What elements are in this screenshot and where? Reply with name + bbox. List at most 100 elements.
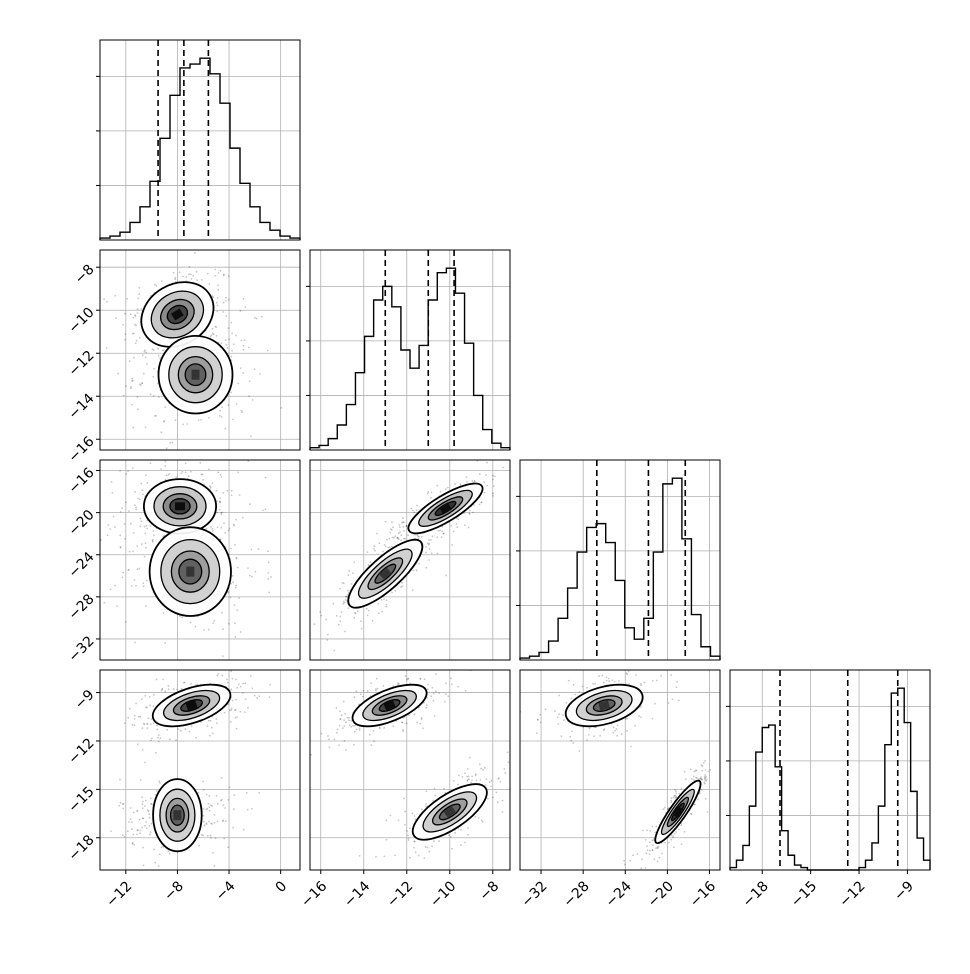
scatter-point xyxy=(668,841,670,844)
scatter-point xyxy=(211,530,214,532)
scatter-point xyxy=(127,510,130,512)
scatter-point xyxy=(219,501,222,504)
scatter-point xyxy=(655,825,658,828)
scatter-point xyxy=(140,543,143,546)
scatter-point xyxy=(626,673,629,676)
scatter-point xyxy=(371,619,374,622)
scatter-point xyxy=(184,462,187,465)
scatter-point xyxy=(672,796,675,799)
scatter-point xyxy=(502,466,504,469)
scatter-point xyxy=(465,481,468,483)
scatter-point xyxy=(143,525,146,528)
scatter-point xyxy=(672,836,674,839)
scatter-point xyxy=(697,798,699,801)
scatter-point xyxy=(348,569,351,572)
scatter-point xyxy=(333,738,336,741)
scatter-point xyxy=(150,803,153,805)
scatter-point xyxy=(618,680,620,682)
scatter-point xyxy=(145,546,147,549)
scatter-point xyxy=(207,719,210,722)
hist-panel-0 xyxy=(96,39,301,241)
scatter-point xyxy=(188,730,191,733)
scatter-point xyxy=(690,813,693,815)
scatter-point xyxy=(141,382,143,385)
pair-panel-frame xyxy=(309,669,511,871)
scatter-point xyxy=(408,714,410,717)
scatter-point xyxy=(140,307,143,310)
scatter-point xyxy=(145,524,148,527)
scatter-point xyxy=(652,839,655,841)
scatter-point xyxy=(230,709,233,711)
scatter-point xyxy=(140,482,143,485)
scatter-point xyxy=(229,721,232,723)
scatter-point xyxy=(466,779,469,782)
scatter-point xyxy=(132,833,135,836)
scatter-point xyxy=(224,427,227,430)
scatter-point xyxy=(482,768,484,771)
scatter-point xyxy=(244,698,247,700)
scatter-point xyxy=(706,811,709,813)
scatter-point xyxy=(510,785,512,787)
scatter-point xyxy=(675,790,677,793)
scatter-point xyxy=(119,545,122,548)
scatter-point xyxy=(218,500,221,503)
scatter-point xyxy=(175,688,178,691)
density-core xyxy=(171,308,184,321)
scatter-point xyxy=(455,523,458,526)
scatter-point xyxy=(180,472,183,475)
scatter-point xyxy=(646,849,649,851)
scatter-point xyxy=(616,734,618,737)
scatter-point xyxy=(298,666,300,668)
scatter-point xyxy=(452,779,455,782)
scatter-point xyxy=(247,460,250,462)
scatter-point xyxy=(216,297,219,299)
scatter-point xyxy=(227,404,230,407)
scatter-point xyxy=(657,845,660,848)
scatter-point xyxy=(219,501,222,503)
scatter-point xyxy=(340,714,343,717)
scatter-point xyxy=(451,544,454,546)
scatter-point xyxy=(683,770,686,773)
scatter-point xyxy=(441,530,444,533)
scatter-point xyxy=(199,461,202,464)
scatter-point xyxy=(340,611,343,613)
scatter-point xyxy=(139,832,141,835)
scatter-point xyxy=(126,297,128,300)
scatter-point xyxy=(127,716,130,719)
scatter-point xyxy=(141,354,144,357)
scatter-point xyxy=(466,768,469,770)
scatter-point xyxy=(103,298,105,301)
scatter-point xyxy=(210,334,213,337)
density-core xyxy=(186,566,195,577)
scatter-point xyxy=(235,556,238,559)
scatter-point xyxy=(155,414,157,417)
scatter-point xyxy=(122,324,124,326)
scatter-point xyxy=(242,682,245,685)
scatter-point xyxy=(653,858,656,861)
scatter-point xyxy=(233,794,236,796)
scatter-point xyxy=(214,268,217,271)
scatter-point xyxy=(155,790,158,792)
scatter-point xyxy=(106,534,109,537)
scatter-point xyxy=(325,618,327,621)
scatter-point xyxy=(344,712,347,715)
scatter-point xyxy=(244,711,246,713)
scatter-point xyxy=(230,391,232,394)
scatter-point xyxy=(216,304,219,307)
scatter-point xyxy=(391,536,394,539)
scatter-point xyxy=(257,548,260,550)
scatter-point xyxy=(413,815,416,817)
scatter-point xyxy=(538,452,540,454)
scatter-point xyxy=(460,829,462,831)
y-tick-label: −12 xyxy=(65,348,97,380)
scatter-point xyxy=(203,629,205,631)
scatter-point xyxy=(143,723,146,726)
scatter-point xyxy=(168,473,171,475)
scatter-point xyxy=(234,717,237,719)
scatter-point xyxy=(138,567,141,570)
scatter-point xyxy=(145,706,147,708)
scatter-point xyxy=(239,367,242,370)
scatter-point xyxy=(635,674,637,676)
scatter-point xyxy=(157,740,160,743)
scatter-point xyxy=(320,614,323,617)
